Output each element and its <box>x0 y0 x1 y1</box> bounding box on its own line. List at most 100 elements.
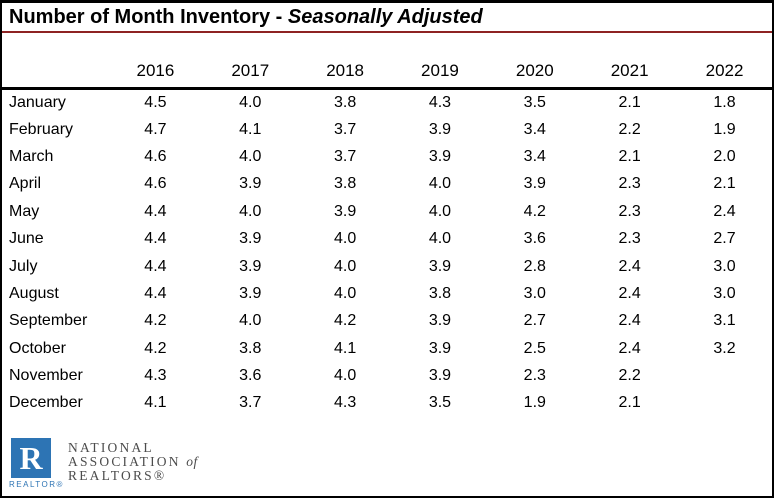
inventory-value: 2.4 <box>618 339 641 357</box>
inventory-value: 4.3 <box>333 394 357 412</box>
inventory-value: 3.9 <box>428 257 452 275</box>
inventory-value: 3.9 <box>428 367 452 385</box>
nar-line-association: ASSOCIATION of <box>68 454 198 469</box>
inventory-value: 4.6 <box>144 147 167 165</box>
table-body: January 4.5 4.0 3.8 4.3 3.5 2.1 1.8 February 4.7 4… <box>2 89 772 418</box>
realtor-wordmark: REALTOR® <box>9 480 64 489</box>
inventory-value: 4.4 <box>144 257 167 275</box>
year-header: 2021 <box>582 59 678 90</box>
inventory-value: 3.0 <box>713 257 736 275</box>
inventory-value: 4.0 <box>428 202 452 220</box>
inventory-value: 4.5 <box>144 93 167 111</box>
inventory-value: 2.4 <box>618 312 641 330</box>
inventory-value: 3.9 <box>428 120 452 138</box>
inventory-value: 2.3 <box>618 175 641 193</box>
inventory-value: 4.7 <box>144 120 167 138</box>
inventory-value: 1.9 <box>523 394 546 412</box>
inventory-value: 4.0 <box>333 257 357 275</box>
inventory-value: 2.1 <box>618 394 641 412</box>
inventory-value: 3.5 <box>428 394 452 412</box>
month-label: March <box>9 147 54 165</box>
inventory-value: 4.4 <box>144 230 167 248</box>
inventory-value: 2.1 <box>618 147 641 165</box>
inventory-value: 2.1 <box>618 93 641 111</box>
table-row: March 4.6 4.0 3.7 3.9 3.4 2.1 2.0 <box>2 143 772 170</box>
year-header: 2022 <box>677 59 772 90</box>
inventory-value: 4.1 <box>333 339 357 357</box>
table-row: December 4.1 3.7 4.3 3.5 1.9 2.1 <box>2 390 772 417</box>
inventory-value: 3.7 <box>239 394 262 412</box>
table-row: June 4.4 3.9 4.0 4.0 3.6 2.3 2.7 <box>2 225 772 252</box>
realtor-mark: R REALTOR® <box>9 438 64 489</box>
inventory-value: 2.0 <box>713 147 736 165</box>
nar-logo: R REALTOR® NATIONAL ASSOCIATION of REALT… <box>9 438 198 489</box>
inventory-table: 2016 2017 2018 2019 2020 2021 2022 Janua… <box>2 59 772 417</box>
inventory-value: 3.9 <box>428 147 452 165</box>
inventory-value: 3.4 <box>523 120 546 138</box>
inventory-value: 3.9 <box>333 202 357 220</box>
realtor-r-letter: R <box>19 440 43 476</box>
inventory-value: 4.0 <box>239 202 262 220</box>
inventory-value: 3.0 <box>523 284 546 302</box>
inventory-value: 4.2 <box>144 339 167 357</box>
inventory-value: 3.9 <box>239 284 262 302</box>
table-row: July 4.4 3.9 4.0 3.9 2.8 2.4 3.0 <box>2 253 772 280</box>
table-row: October 4.2 3.8 4.1 3.9 2.5 2.4 3.2 <box>2 335 772 362</box>
inventory-value: 2.3 <box>618 202 641 220</box>
inventory-value: 3.1 <box>713 312 736 330</box>
nar-line-national: NATIONAL <box>68 440 154 455</box>
table-row: May 4.4 4.0 3.9 4.0 4.2 2.3 2.4 <box>2 198 772 225</box>
inventory-value: 2.4 <box>618 284 641 302</box>
inventory-value: 3.8 <box>428 284 452 302</box>
inventory-value: 2.2 <box>618 120 641 138</box>
year-header: 2018 <box>297 59 393 90</box>
inventory-value: 2.3 <box>523 367 546 385</box>
realtor-r-icon: R <box>11 438 51 478</box>
page-title: Number of Month Inventory - Seasonally A… <box>2 3 772 33</box>
inventory-value: 4.0 <box>428 230 452 248</box>
inventory-value: 3.7 <box>333 120 357 138</box>
inventory-value: 1.8 <box>713 93 736 111</box>
table-row: January 4.5 4.0 3.8 4.3 3.5 2.1 1.8 <box>2 89 772 116</box>
inventory-value: 3.8 <box>333 175 357 193</box>
year-header: 2016 <box>108 59 203 90</box>
nar-of-word: of <box>186 454 198 469</box>
inventory-value: 4.1 <box>239 120 262 138</box>
inventory-value: 4.3 <box>428 93 452 111</box>
inventory-value: 3.8 <box>333 93 357 111</box>
title-emphasis: Seasonally Adjusted <box>287 6 483 28</box>
inventory-value: 2.3 <box>618 230 641 248</box>
title-main: Number of Month Inventory <box>9 6 271 28</box>
table-row: April 4.6 3.9 3.8 4.0 3.9 2.3 2.1 <box>2 171 772 198</box>
table-row: September 4.2 4.0 4.2 3.9 2.7 2.4 3.1 <box>2 308 772 335</box>
table-row: August 4.4 3.9 4.0 3.8 3.0 2.4 3.0 <box>2 280 772 307</box>
inventory-value: 2.4 <box>618 257 641 275</box>
month-label: September <box>9 312 88 330</box>
month-column-header <box>2 59 108 90</box>
inventory-value: 1.9 <box>713 120 736 138</box>
nar-wordmark: NATIONAL ASSOCIATION of REALTORS® <box>68 438 198 483</box>
inventory-value: 2.1 <box>713 175 736 193</box>
inventory-value: 4.0 <box>428 175 452 193</box>
inventory-value: 4.0 <box>333 284 357 302</box>
year-header-row: 2016 2017 2018 2019 2020 2021 2022 <box>2 59 772 90</box>
inventory-value: 4.4 <box>144 284 167 302</box>
inventory-value: 2.7 <box>523 312 546 330</box>
title-separator: - <box>270 6 288 28</box>
table-row: February 4.7 4.1 3.7 3.9 3.4 2.2 1.9 <box>2 116 772 143</box>
inventory-value: 2.5 <box>523 339 546 357</box>
month-label: November <box>9 367 83 385</box>
inventory-value: 4.1 <box>144 394 167 412</box>
inventory-value: 3.5 <box>523 93 546 111</box>
inventory-value: 4.0 <box>333 367 357 385</box>
inventory-value: 2.7 <box>713 230 736 248</box>
inventory-value: 4.2 <box>144 312 167 330</box>
inventory-value: 2.8 <box>523 257 546 275</box>
month-label: October <box>9 339 66 357</box>
inventory-value: 3.9 <box>523 175 546 193</box>
inventory-value <box>677 390 772 417</box>
inventory-value: 3.9 <box>428 312 452 330</box>
year-header: 2020 <box>487 59 583 90</box>
inventory-value: 4.0 <box>239 147 262 165</box>
